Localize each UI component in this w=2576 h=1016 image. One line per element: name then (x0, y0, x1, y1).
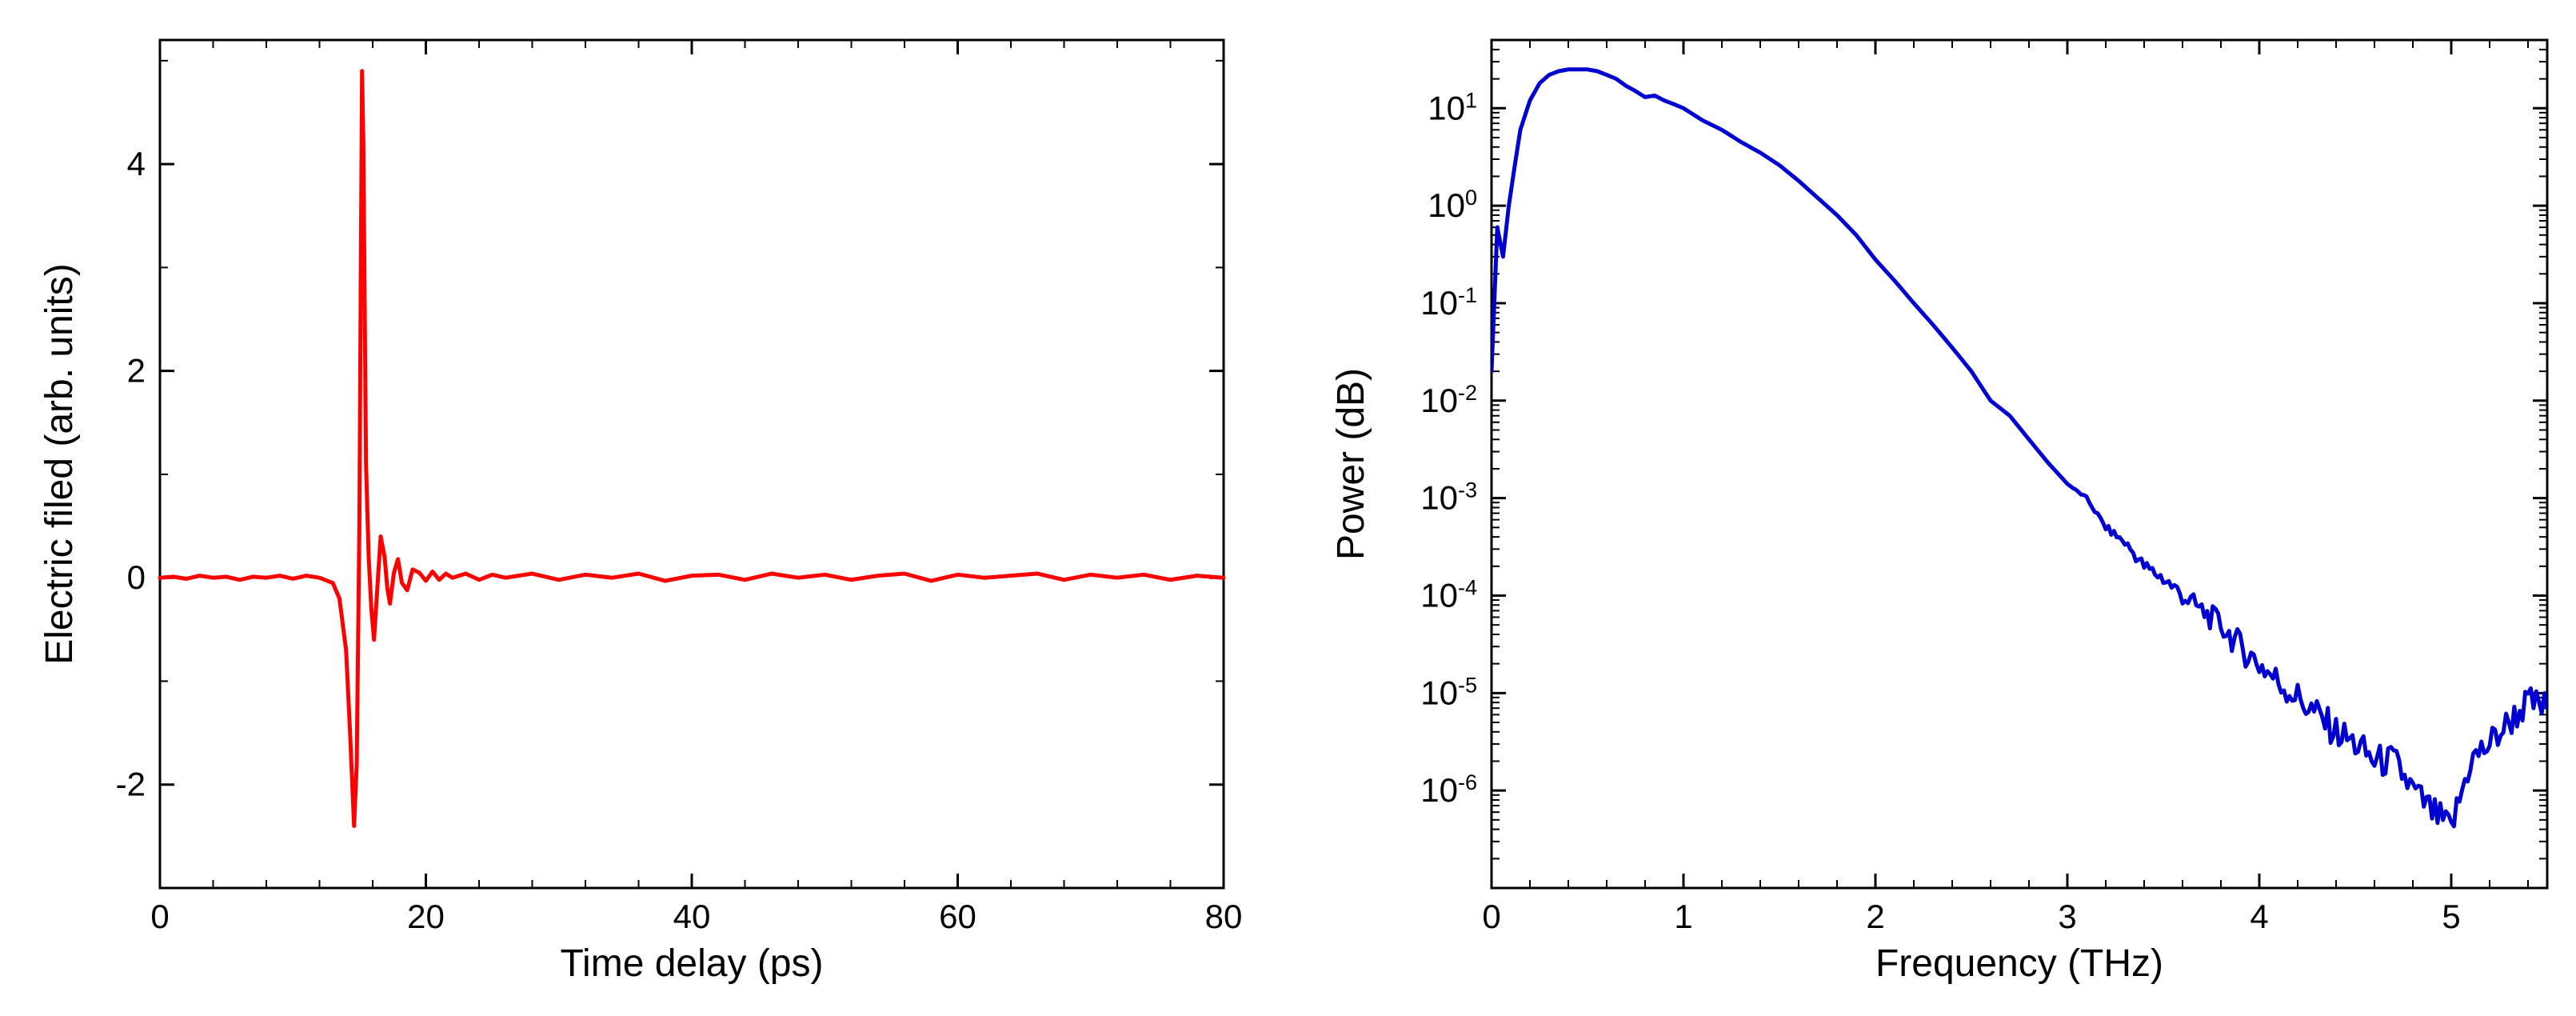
ytick-label: 100 (1428, 186, 1477, 224)
xtick-label: 1 (1674, 898, 1692, 935)
xlabel: Time delay (ps) (561, 942, 824, 985)
xtick-label: 20 (407, 898, 445, 935)
efield-trace (160, 71, 1224, 826)
figure-row: 020406080-2024Time delay (ps)Electric fi… (0, 0, 2576, 1016)
ytick-label: 2 (127, 352, 146, 390)
xtick-label: 60 (939, 898, 976, 935)
right-chart-svg: 0 1 2 3 4 5 10-6 10-5 10-4 10-3 10-2 10-1 100 101 Freq… (1320, 16, 2576, 1000)
plot-frame (1492, 40, 2547, 888)
ytick-label: 10-5 (1420, 673, 1477, 711)
left-panel: 0 20 40 60 80 -2 0 2 4 Time delay (ps) Electric fi… (24, 16, 1272, 1000)
xtick-label: 80 (1205, 898, 1243, 935)
xtick-label: 0 (150, 898, 169, 935)
xtick-label: 0 (1482, 898, 1500, 935)
ytick-label: 10-1 (1420, 283, 1477, 322)
xlabel: Frequency (THz) (1875, 942, 2163, 985)
xtick-label: 5 (2442, 898, 2460, 935)
ytick-label: 10-2 (1420, 381, 1477, 419)
xtick-label: 2 (1866, 898, 1884, 935)
plot-frame (160, 40, 1224, 888)
power-spectrum-trace (1492, 70, 2547, 826)
ytick-label: 4 (127, 145, 146, 182)
ylabel: Power (dB) (1330, 368, 1372, 560)
xtick-label: 3 (2058, 898, 2076, 935)
ytick-label: 10-4 (1420, 575, 1477, 614)
ytick-label: 101 (1428, 88, 1477, 126)
ylabel: Electric filed (arb. units) (38, 263, 81, 665)
ytick-label: 10-3 (1420, 478, 1477, 517)
left-chart-svg: 0 20 40 60 80 -2 0 2 4 Time delay (ps) Electric fi… (24, 16, 1272, 1000)
ytick-label: 10-6 (1420, 770, 1477, 809)
ytick-label: -2 (116, 766, 146, 803)
ytick-label: 0 (127, 558, 146, 596)
xtick-label: 40 (673, 898, 711, 935)
xtick-label: 4 (2250, 898, 2268, 935)
right-panel: 0 1 2 3 4 5 10-6 10-5 10-4 10-3 10-2 10-1 100 101 Freq… (1320, 16, 2576, 1000)
